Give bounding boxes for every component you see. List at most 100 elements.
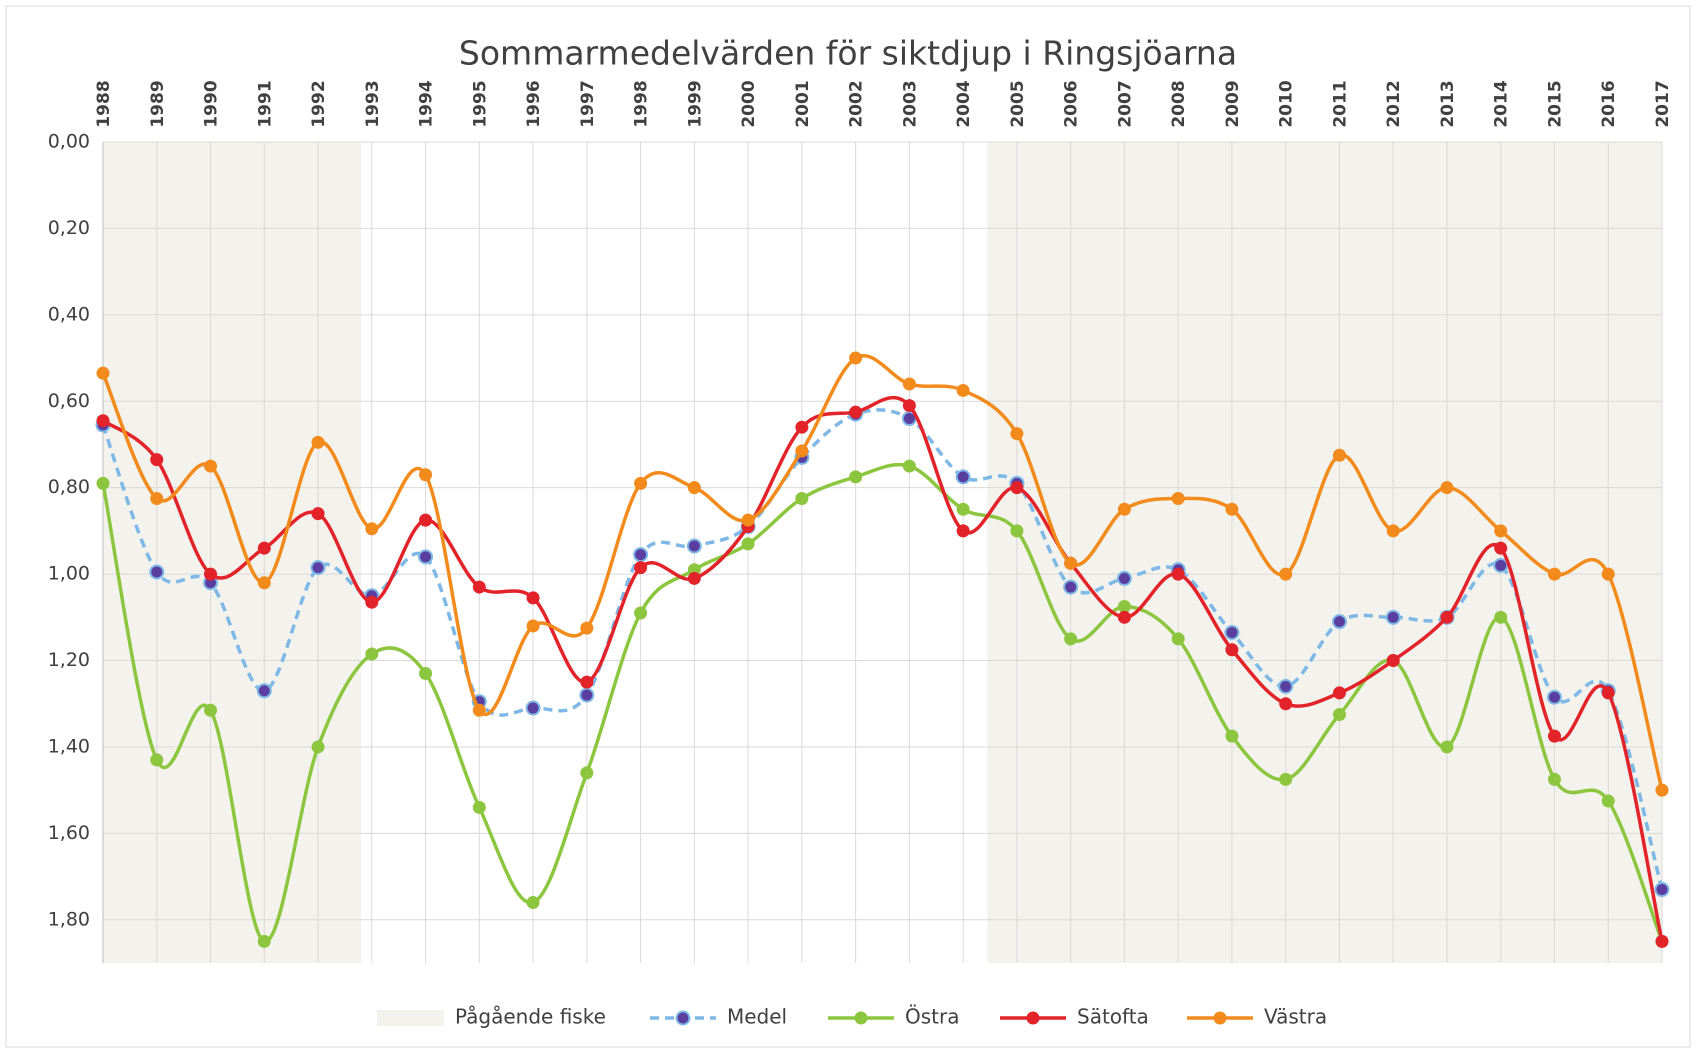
y-tick-label: 1,20 xyxy=(48,649,90,671)
data-point xyxy=(741,537,755,551)
x-tick-label: 1998 xyxy=(632,80,652,127)
data-point xyxy=(849,351,863,365)
data-point xyxy=(795,420,809,434)
x-tick-label: 2011 xyxy=(1330,80,1350,127)
x-tick-label: 2017 xyxy=(1653,80,1673,127)
data-point xyxy=(418,549,434,565)
data-point xyxy=(204,567,218,581)
data-point xyxy=(1064,556,1078,570)
x-tick-label: 2013 xyxy=(1438,80,1458,127)
y-tick-label: 1,00 xyxy=(48,563,90,585)
data-point xyxy=(1601,686,1615,700)
data-point xyxy=(849,470,863,484)
x-tick-label: 1994 xyxy=(417,80,437,127)
y-tick-label: 1,80 xyxy=(48,908,90,930)
data-point xyxy=(956,383,970,397)
data-point xyxy=(1010,481,1024,495)
data-point xyxy=(310,560,326,576)
data-point xyxy=(795,444,809,458)
data-point xyxy=(687,571,701,585)
x-tick-label: 2005 xyxy=(1008,80,1028,127)
data-point xyxy=(1494,541,1508,555)
x-tick-label: 2006 xyxy=(1062,80,1082,127)
y-tick-label: 1,40 xyxy=(48,735,90,757)
x-tick-label: 1995 xyxy=(470,80,490,127)
x-tick-label: 2002 xyxy=(847,80,867,127)
data-point xyxy=(1385,609,1401,625)
data-point xyxy=(472,800,486,814)
data-point xyxy=(580,621,594,635)
data-point xyxy=(365,522,379,536)
data-point xyxy=(1225,502,1239,516)
data-point xyxy=(1386,654,1400,668)
data-point xyxy=(419,513,433,527)
fishing-band xyxy=(987,142,1662,963)
data-point xyxy=(1440,740,1454,754)
data-point xyxy=(1279,697,1293,711)
x-tick-label: 2007 xyxy=(1115,80,1135,127)
y-tick-label: 0,20 xyxy=(48,217,90,239)
x-tick-label: 2010 xyxy=(1277,80,1297,127)
x-tick-label: 1997 xyxy=(578,80,598,127)
x-tick-label: 2009 xyxy=(1223,80,1243,127)
data-point xyxy=(1332,448,1346,462)
data-point xyxy=(150,491,164,505)
x-tick-label: 2004 xyxy=(954,80,974,127)
data-point xyxy=(1547,567,1561,581)
data-point xyxy=(150,453,164,467)
data-point xyxy=(1278,678,1294,694)
data-point xyxy=(257,576,271,590)
data-point xyxy=(149,564,165,580)
data-point xyxy=(311,435,325,449)
data-point xyxy=(526,591,540,605)
data-point xyxy=(472,703,486,717)
data-point xyxy=(1601,794,1615,808)
data-point xyxy=(1116,570,1132,586)
legend-marker xyxy=(1213,1011,1227,1025)
data-point xyxy=(365,647,379,661)
x-tick-label: 1993 xyxy=(363,80,383,127)
data-point xyxy=(741,513,755,527)
x-tick-label: 2008 xyxy=(1169,80,1189,127)
data-point xyxy=(634,606,648,620)
data-point xyxy=(256,683,272,699)
data-point xyxy=(902,459,916,473)
data-point xyxy=(419,666,433,680)
x-tick-label: 2003 xyxy=(900,80,920,127)
data-point xyxy=(1224,624,1240,640)
x-tick-label: 1996 xyxy=(524,80,544,127)
data-point xyxy=(1117,610,1131,624)
legend-label: Östra xyxy=(905,1005,959,1029)
data-point xyxy=(365,595,379,609)
data-point xyxy=(1225,729,1239,743)
data-point xyxy=(96,414,110,428)
legend-label: Medel xyxy=(727,1005,787,1029)
data-point xyxy=(257,934,271,948)
data-point xyxy=(525,700,541,716)
legend-marker xyxy=(1026,1011,1040,1025)
data-point xyxy=(1494,524,1508,538)
data-point xyxy=(1225,643,1239,657)
data-point xyxy=(956,502,970,516)
legend-marker xyxy=(675,1010,691,1026)
data-point xyxy=(1117,502,1131,516)
y-tick-label: 0,80 xyxy=(48,476,90,498)
data-point xyxy=(1601,567,1615,581)
data-point xyxy=(955,469,971,485)
data-point xyxy=(419,468,433,482)
data-point xyxy=(1654,882,1670,898)
data-point xyxy=(150,753,164,767)
x-tick-label: 1990 xyxy=(202,80,222,127)
data-point xyxy=(1440,481,1454,495)
data-point xyxy=(1063,579,1079,595)
data-point xyxy=(686,538,702,554)
legend-label: Pågående fiske xyxy=(455,1005,606,1029)
fishing-band xyxy=(103,142,362,963)
data-point xyxy=(1655,934,1669,948)
data-point xyxy=(1279,567,1293,581)
data-point xyxy=(311,507,325,521)
data-point xyxy=(1440,610,1454,624)
data-point xyxy=(526,896,540,910)
